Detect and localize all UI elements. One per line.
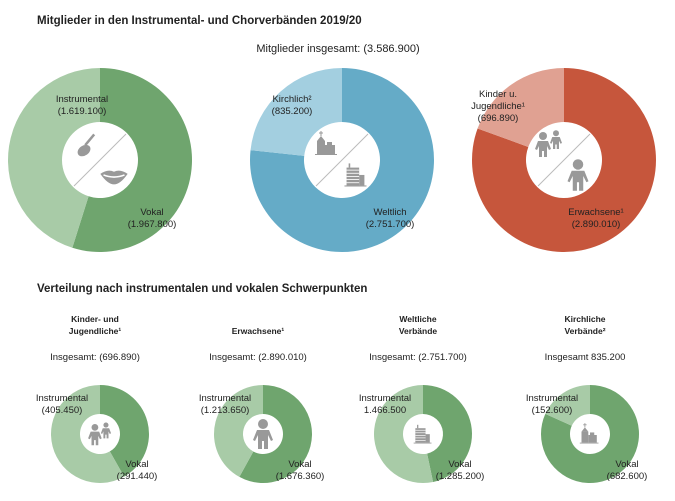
slice-value: (405.450): [42, 405, 83, 416]
slice-label: Instrumental: [56, 94, 108, 105]
adult-icon: [253, 419, 273, 449]
slice-value: (835.200): [272, 106, 313, 117]
panel-title: Verbände: [399, 326, 438, 336]
panel-total: Insgesamt: (696.890): [50, 352, 140, 363]
panel-total: Insgesamt: (2.751.700): [369, 352, 467, 363]
slice-value: (1.619.100): [58, 106, 107, 117]
donut-chart-1: [250, 68, 435, 252]
slice-label: Instrumental: [36, 393, 88, 404]
donut-chart-0: [7, 68, 192, 252]
slice-value: (2.751.700): [366, 219, 415, 230]
donut-chart-6: [541, 385, 639, 483]
donut-chart-3: [50, 385, 149, 484]
building-icon: [413, 424, 432, 444]
section2-title: Verteilung nach instrumentalen und vokal…: [37, 283, 367, 295]
violin-icon: [77, 133, 96, 157]
divider-line: [315, 133, 369, 187]
slice-value: (682.600): [607, 471, 648, 482]
slice-value: (1.213.650): [201, 405, 250, 416]
slice-kirchlich-: [250, 68, 342, 156]
slice-value: (696.890): [478, 113, 519, 124]
adult-icon: [567, 159, 589, 191]
panel-title: Jugendliche¹: [69, 326, 122, 336]
slice-label: Erwachsene¹: [568, 207, 623, 218]
slice-value: (1.676.360): [276, 471, 325, 482]
slice-label: Instrumental: [359, 393, 411, 404]
church-icon: [315, 131, 337, 155]
lips-icon: [100, 170, 128, 185]
panel-title: Weltliche: [399, 314, 436, 324]
slice-label: Vokal: [288, 459, 311, 470]
slice-value: (2.890.010): [572, 219, 621, 230]
slice-vokal: [100, 385, 149, 477]
slice-value: (1.285.200): [436, 471, 485, 482]
slice-label: Weltlich: [373, 207, 406, 218]
total-label: Mitglieder insgesamt: (3.586.900): [256, 43, 419, 55]
slice-instrumental: [545, 385, 590, 426]
slice-label: Vokal: [615, 459, 638, 470]
slice-label: Kirchlich²: [272, 94, 311, 105]
slice-vokal: [423, 385, 473, 482]
slice-label: Instrumental: [526, 393, 578, 404]
children-icon: [535, 130, 562, 157]
slice-instrumental: [50, 385, 125, 484]
divider-line: [73, 133, 127, 187]
donut-chart-5: [374, 385, 473, 483]
panel-title: Kinder- und: [71, 314, 119, 324]
slice-erwachsene-: [472, 68, 656, 253]
main-title: Mitglieder in den Instrumental- und Chor…: [37, 15, 362, 27]
slice-value: (291.440): [117, 471, 158, 482]
divider-line: [537, 133, 591, 187]
church-icon: [579, 423, 599, 444]
slice-label: Kinder u.: [479, 89, 517, 100]
slice-label: Vokal: [448, 459, 471, 470]
donut-chart-4: [213, 385, 312, 484]
slice-label: Vokal: [140, 207, 163, 218]
building-icon: [344, 163, 367, 187]
panel-title: Verbände²: [564, 326, 605, 336]
slice-label: Vokal: [125, 459, 148, 470]
slice-label: Jugendliche¹: [471, 101, 525, 112]
slice-instrumental: [213, 385, 263, 477]
slice-instrumental: [7, 68, 100, 248]
panel-title: Kirchliche: [564, 314, 605, 324]
slice-instrumental: [374, 385, 434, 483]
slice-label: Instrumental: [199, 393, 251, 404]
panel-total: Insgesamt 835.200: [545, 352, 626, 363]
slice-value: (152.600): [532, 405, 573, 416]
slice-vokal: [72, 68, 192, 252]
slice-kinder-u-jugendliche-: [477, 68, 564, 147]
slice-value: 1.466.500: [364, 405, 406, 416]
panel-total: Insgesamt: (2.890.010): [209, 352, 307, 363]
slice-vokal: [541, 385, 639, 483]
donut-chart-2: [472, 68, 656, 253]
children-icon: [88, 422, 112, 446]
slice-value: (1.967.800): [128, 219, 177, 230]
slice-weltlich: [250, 68, 435, 252]
slice-vokal: [239, 385, 312, 484]
panel-title: Erwachsene¹: [232, 326, 285, 336]
